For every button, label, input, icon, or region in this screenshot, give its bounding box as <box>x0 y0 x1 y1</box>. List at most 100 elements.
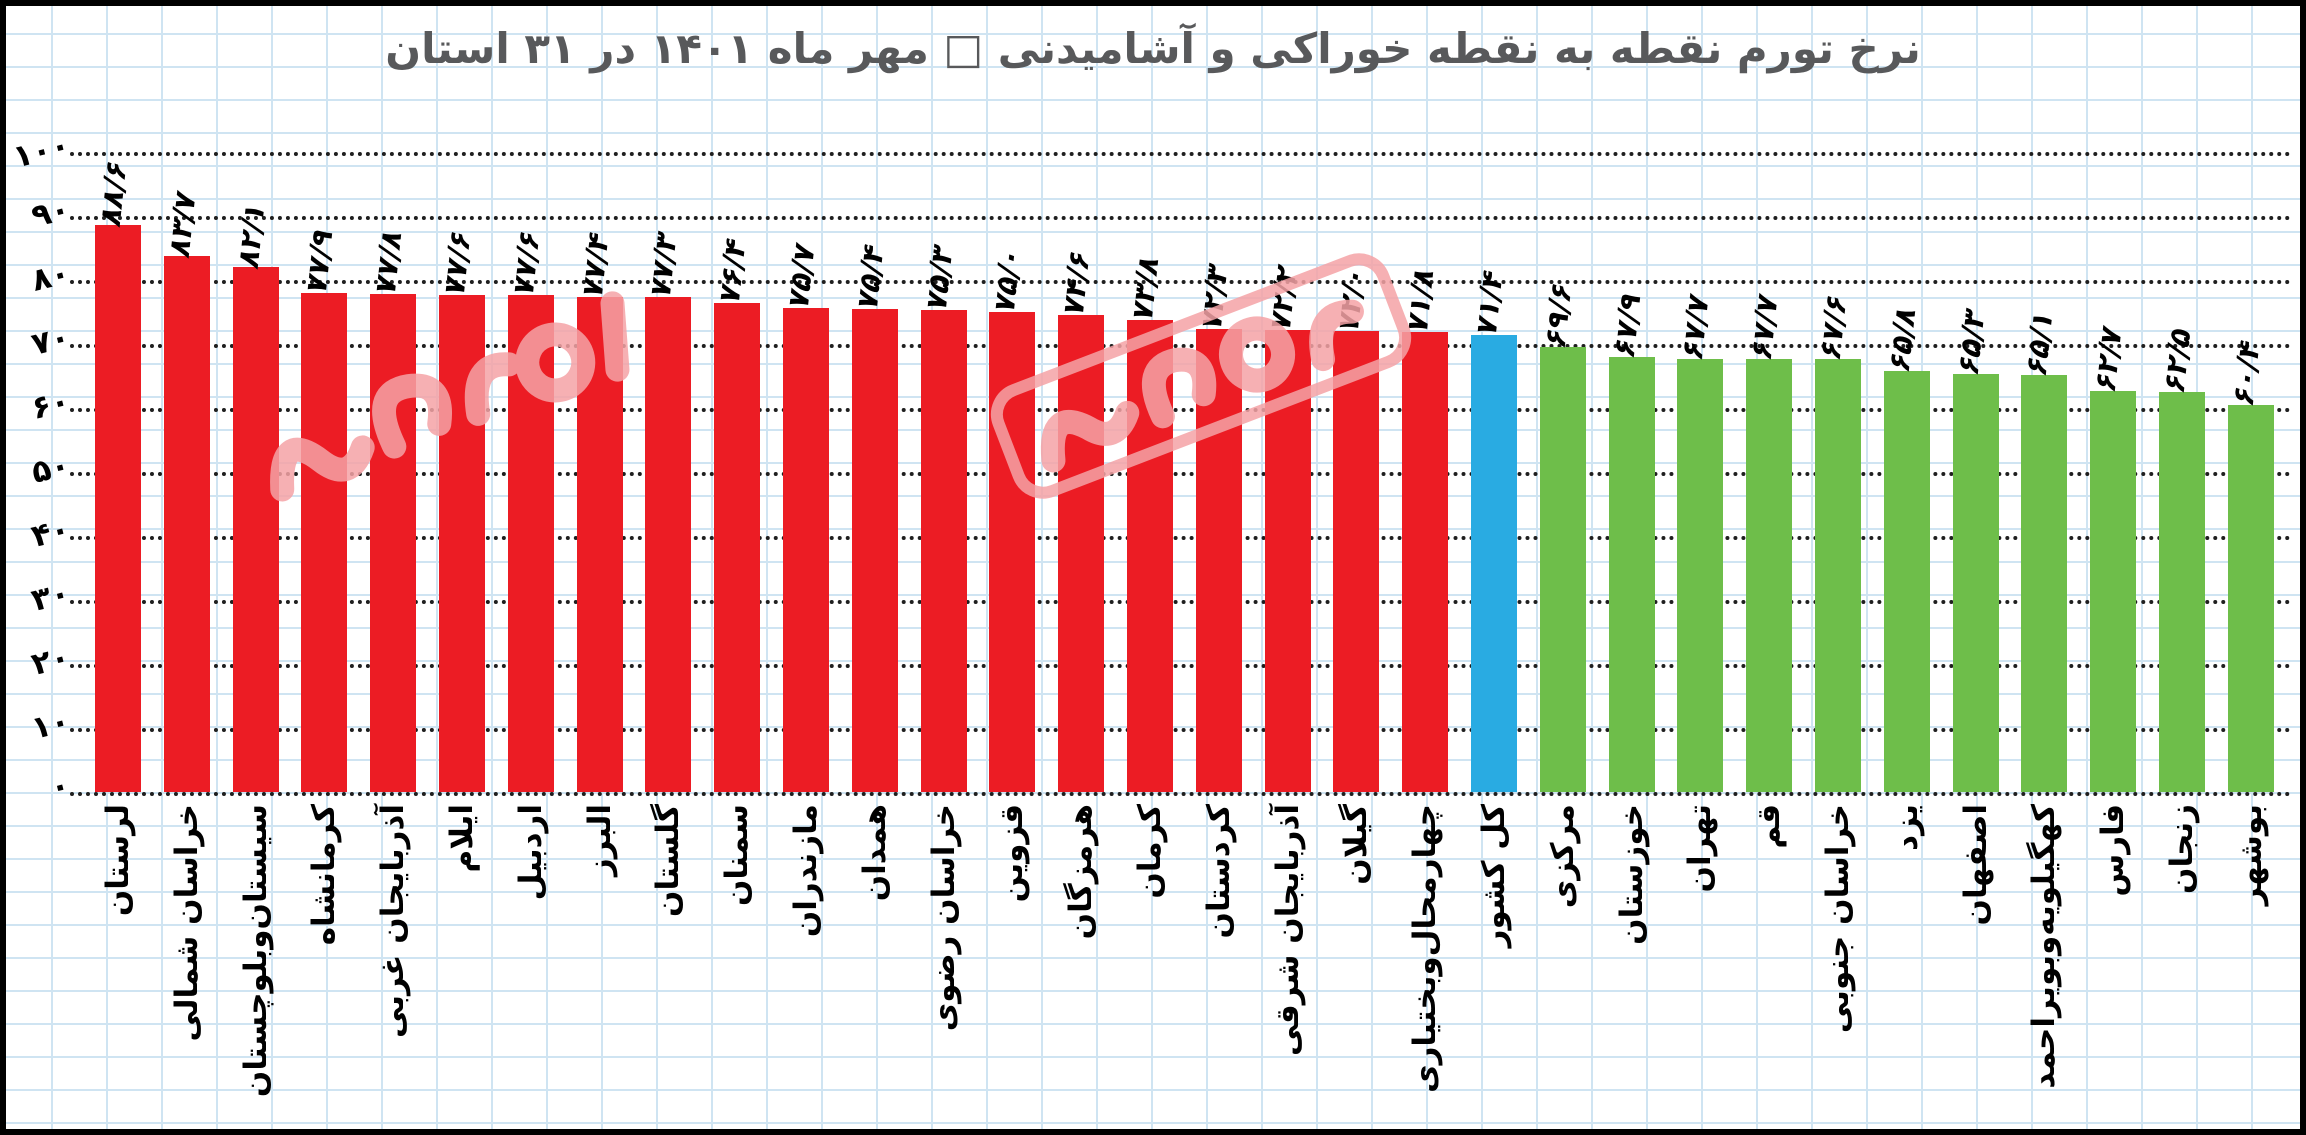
bar <box>851 309 898 792</box>
bar <box>439 295 485 792</box>
bar-category-label: لرستان <box>100 804 136 917</box>
bar-category-label: چهارمحال‌وبختیاری <box>1407 804 1444 1093</box>
bar-value-label: ۶۹/۶ <box>1538 276 1578 353</box>
y-axis-tick-label: ۰ <box>46 766 74 807</box>
bar-value-label: ۷۵/۳ <box>918 240 959 316</box>
bar-category-label: خوزستان <box>1613 804 1650 945</box>
y-axis-tick-label: ۹۰ <box>27 190 74 235</box>
bar <box>370 294 417 792</box>
bar-value-label: ۸۳/۷ <box>162 186 202 262</box>
bar-category-label: کل کشور <box>1476 804 1512 948</box>
bar-value-label: ۶۵/۳ <box>1950 304 1991 380</box>
bar-category-label: کرمان <box>1132 804 1168 899</box>
bar <box>163 256 210 792</box>
bar-category-label: اصفهان <box>1957 804 1994 926</box>
bar-value-label: ۷۵/۷ <box>781 237 821 314</box>
bar-category-label: آذربایجان غربی <box>375 804 412 1038</box>
bar-category-label: هرمزگان <box>1063 804 1100 940</box>
dotted-gridline <box>70 664 2292 668</box>
bar <box>1539 346 1586 792</box>
bar-value-label: ۷۳/۸ <box>1125 249 1165 326</box>
y-axis-tick-label: ۷۰ <box>27 318 74 363</box>
bar <box>783 307 829 792</box>
y-axis-tick-label: ۸۰ <box>27 254 74 299</box>
bar-category-label: اردبیل <box>512 804 549 901</box>
bar-category-label: کهگیلویه‌وبویراحمد <box>2026 804 2063 1089</box>
bar <box>1677 358 1724 792</box>
bar-category-label: گیلان <box>1338 804 1375 885</box>
bar-value-label: ۷۴/۶ <box>1056 244 1097 321</box>
bar-category-label: مازندران <box>788 804 824 938</box>
bar-category-label: فارس <box>2095 804 2132 897</box>
bar <box>1195 329 1242 792</box>
dotted-gridline <box>70 216 2292 220</box>
bar-category-label: مرکزی <box>1544 804 1581 909</box>
bar <box>2090 390 2137 792</box>
bar-category-label: قم <box>1751 804 1788 849</box>
bar-category-label: خراسان شمالی <box>168 804 205 1042</box>
bar-value-label: ۶۵/۱ <box>2019 305 2060 381</box>
bar-value-label: ۶۰/۴ <box>2226 335 2266 412</box>
bar-value-label: ۷۱/۸ <box>1400 262 1441 339</box>
bar-category-label: خراسان جنوبی <box>1820 804 1856 1034</box>
bar-value-label: ۷۲/۰ <box>1331 261 1372 337</box>
bar-value-label: ۶۲/۷ <box>2088 320 2129 397</box>
bar-category-label: یزد <box>1888 804 1925 851</box>
bar-category-label: سیستان‌وبلوچستان <box>237 804 274 1098</box>
bar-category-label: سمنان <box>719 804 756 907</box>
bar <box>2227 405 2274 792</box>
bar <box>1883 370 1930 792</box>
bar-value-label: ۶۷/۹ <box>1606 287 1647 364</box>
bar <box>645 297 692 792</box>
y-axis-tick-label: ۱۰۰ <box>9 126 74 176</box>
bar-category-label: همدان <box>856 804 893 902</box>
bar-category-label: گلستان <box>650 804 687 917</box>
bar-category-label: تهران <box>1682 804 1719 893</box>
dotted-gridline <box>70 792 2292 796</box>
bar-category-label: قزوین <box>994 804 1031 903</box>
bar-category-label: کرمانشاه <box>306 804 343 946</box>
bar <box>1402 332 1449 792</box>
bar-value-label: ۶۵/۸ <box>1882 301 1922 377</box>
bar <box>1608 357 1655 792</box>
bar-value-label: ۷۲/۳ <box>1194 259 1234 335</box>
bar-value-label: ۶۷/۶ <box>1813 289 1853 365</box>
bar <box>920 310 967 792</box>
bar <box>507 295 554 792</box>
bar-value-label: ۷۱/۴ <box>1469 265 1509 341</box>
y-axis-tick-label: ۴۰ <box>27 510 74 555</box>
bar <box>2021 375 2068 792</box>
bar-category-label: زنجان <box>2164 804 2200 894</box>
bar <box>714 303 761 792</box>
bar-category-label: کردستان <box>1200 804 1237 939</box>
bar-value-label: ۶۷/۷ <box>1744 288 1785 365</box>
bar-category-label: بوشهر <box>2232 804 2269 906</box>
bar <box>989 312 1036 792</box>
y-axis-tick-label: ۳۰ <box>27 574 74 619</box>
bar-value-label: ۸۲/۱ <box>230 196 271 273</box>
bar-value-label: ۷۵/۴ <box>850 239 890 316</box>
bar-value-label: ۸۸/۶ <box>93 155 133 231</box>
bar <box>1264 329 1311 792</box>
bar <box>1952 374 1999 792</box>
y-axis-tick-label: ۵۰ <box>27 446 74 491</box>
y-axis-tick-label: ۱۰ <box>27 702 74 747</box>
dotted-gridline <box>70 152 2292 156</box>
dotted-gridline <box>70 728 2292 732</box>
y-axis-tick-label: ۶۰ <box>27 382 74 427</box>
bar-value-label: ۷۷/۶ <box>437 225 477 301</box>
bar <box>1333 331 1380 792</box>
bar <box>1746 358 1793 792</box>
bar <box>1058 314 1105 792</box>
bar-category-label: البرز <box>581 804 618 877</box>
bar <box>301 293 348 792</box>
bar-category-label: ایلام <box>444 804 480 873</box>
dotted-gridline <box>70 600 2292 604</box>
bar-category-label: آذربایجان شرقی <box>1269 804 1306 1056</box>
bar-value-label: ۷۷/۴ <box>574 226 615 303</box>
bar-value-label: ۶۲/۵ <box>2157 322 2197 398</box>
bar <box>576 296 623 792</box>
bar <box>1815 359 1861 792</box>
bar-value-label: ۷۵/۰ <box>987 242 1028 318</box>
